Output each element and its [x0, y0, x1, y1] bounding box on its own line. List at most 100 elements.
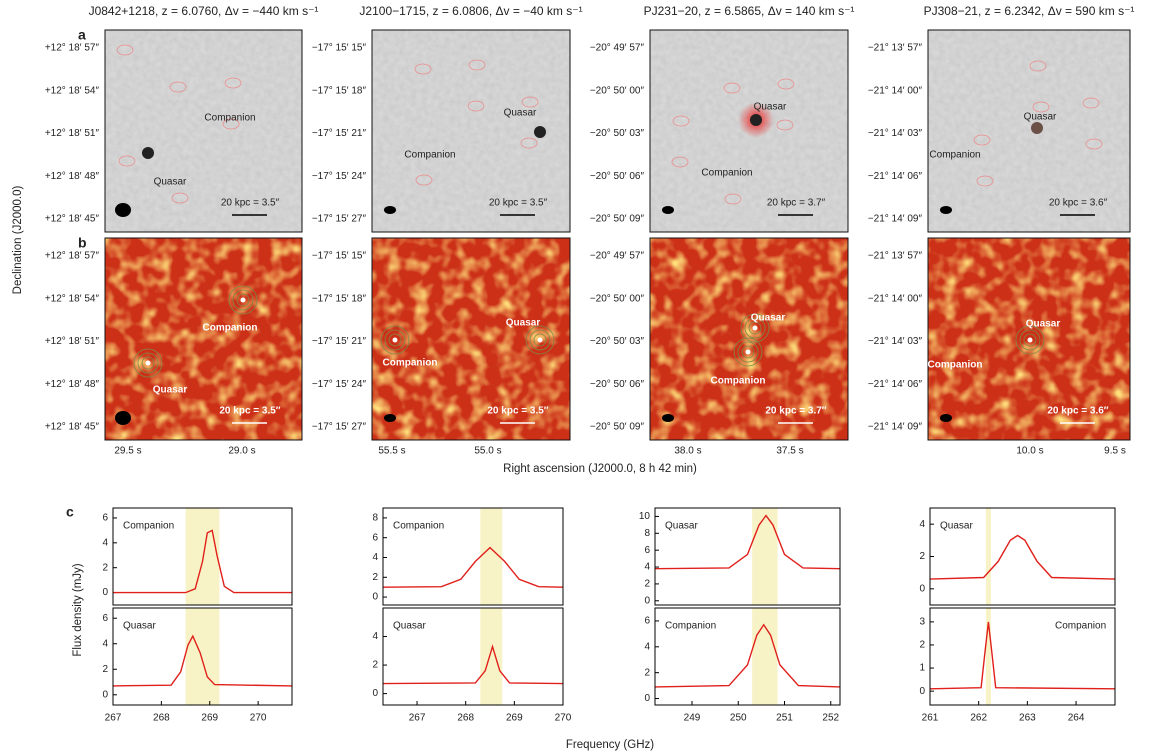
quasar-label: Quasar — [1024, 112, 1057, 123]
contour — [1023, 333, 1037, 347]
quasar-label: Quasar — [1026, 319, 1061, 330]
contour — [533, 333, 547, 347]
contour — [232, 289, 254, 311]
line-band — [985, 508, 991, 605]
contour — [737, 341, 759, 363]
companion-label: Companion — [404, 150, 455, 161]
spectrum-label: Companion — [393, 521, 444, 532]
panel-frame — [927, 237, 1131, 441]
y-tick-label: 8 — [644, 528, 650, 539]
spectrum-panel: 0 1 2 3 261 262 263 264 Companion — [919, 607, 1116, 724]
column-title: J0842+1218, z = 6.0760, Δv = −440 km s⁻¹ — [89, 4, 319, 18]
x-tick-label: 261 — [922, 713, 939, 724]
spectrum-frame — [654, 607, 841, 706]
spectrum-frame — [382, 507, 564, 606]
dec-tick-label: −21° 14′ 06″ — [868, 379, 923, 390]
y-tick-label: 2 — [644, 579, 650, 590]
contour — [671, 156, 689, 168]
spectrum-panel: 0 2 4 6 8 10 Quasar — [639, 507, 841, 606]
dec-tick-label: −17° 15′ 27″ — [312, 422, 367, 433]
spectrum-frame — [654, 507, 841, 606]
panel-frame — [649, 237, 849, 441]
y-tick-label: 6 — [372, 532, 378, 543]
contour — [236, 293, 250, 307]
source — [392, 337, 398, 343]
dec-tick-label: −20° 49′ 57″ — [590, 251, 645, 262]
companion-label: Companion — [204, 113, 255, 124]
spectrum-panel: 0 2 4 6 Companion — [102, 507, 293, 606]
scale-label: 20 kpc = 3.6″ — [1049, 198, 1108, 209]
line-band — [480, 508, 503, 605]
y-tick-label: 8 — [372, 513, 378, 524]
x-tick-label: 270 — [250, 713, 267, 724]
image-panel: 20 kpc = 3.6″ Quasar Companion — [927, 237, 1131, 441]
ra-tick-label: 29.5 s — [114, 446, 141, 457]
x-tick-label: 263 — [1019, 713, 1036, 724]
spectrum-label: Companion — [1055, 621, 1106, 632]
image-panel: 20 kpc = 3.5″ Quasar Companion — [371, 29, 571, 233]
contour — [171, 192, 189, 204]
spectrum-frame — [112, 607, 293, 706]
contour — [388, 333, 402, 347]
dec-tick-label: +12° 18′ 54″ — [45, 85, 100, 96]
contour — [384, 329, 406, 351]
dec-tick-label: +12° 18′ 51″ — [45, 336, 100, 347]
x-tick-label: 268 — [457, 713, 474, 724]
contour — [141, 356, 155, 370]
dec-tick-label: −20° 49′ 57″ — [590, 43, 645, 54]
panel-frame — [371, 237, 571, 441]
contour — [415, 174, 433, 186]
dec-tick-label: −20° 50′ 00″ — [590, 85, 645, 96]
contour — [741, 345, 755, 359]
contour — [414, 63, 432, 75]
scale-label: 20 kpc = 3.5″ — [221, 198, 280, 209]
column-title: J2100−1715, z = 6.0806, Δv = −40 km s⁻¹ — [359, 4, 582, 18]
column-title: PJ231−20, z = 6.5865, Δv = 140 km s⁻¹ — [644, 4, 855, 18]
panel-frame — [649, 29, 849, 233]
y-tick-label: 4 — [644, 562, 650, 573]
dec-tick-label: +12° 18′ 51″ — [45, 128, 100, 139]
column-title: PJ308−21, z = 6.2342, Δv = 590 km s⁻¹ — [924, 4, 1135, 18]
x-tick-label: 268 — [153, 713, 170, 724]
line-band — [752, 608, 778, 705]
companion-label: Companion — [701, 168, 752, 179]
dec-tick-label: −17° 15′ 15″ — [312, 251, 367, 262]
source — [537, 337, 543, 343]
dec-tick-label: −21° 14′ 09″ — [868, 422, 923, 433]
line-band — [480, 608, 503, 705]
source — [145, 360, 151, 366]
x-tick-label: 262 — [970, 713, 987, 724]
dec-tick-label: −20° 50′ 03″ — [590, 128, 645, 139]
contour — [1015, 325, 1045, 355]
panel-label: b — [78, 235, 87, 251]
spectrum-panel: 0 2 4 Quasar — [919, 507, 1116, 606]
source — [142, 147, 154, 159]
panel-frame — [104, 237, 303, 441]
freq-label: Frequency (GHz) — [566, 739, 654, 751]
contour — [740, 313, 770, 343]
ra-tick-label: 37.5 s — [776, 446, 803, 457]
companion-label: Companion — [928, 360, 983, 371]
source — [240, 297, 246, 303]
dec-tick-label: −20° 50′ 09″ — [590, 422, 645, 433]
dec-tick-label: −21° 14′ 03″ — [868, 128, 923, 139]
dec-tick-label: −20° 50′ 09″ — [590, 214, 645, 225]
y-tick-label: 10 — [639, 511, 651, 522]
source — [1031, 122, 1043, 134]
contour — [777, 78, 795, 90]
beam — [384, 206, 396, 214]
source — [534, 126, 546, 138]
dec-tick-label: +12° 18′ 48″ — [45, 171, 100, 182]
spectrum-label: Companion — [123, 521, 174, 532]
y-tick-label: 4 — [372, 552, 378, 563]
y-tick-label: 4 — [102, 638, 108, 649]
beam — [662, 206, 674, 214]
companion-label: Companion — [929, 150, 980, 161]
ra-label: Right ascension (J2000.0, 8 h 42 min) — [503, 463, 697, 475]
fit-line — [654, 623, 841, 688]
companion-label: Companion — [711, 376, 766, 387]
spectrum-label: Quasar — [123, 621, 156, 632]
dec-tick-label: −20° 50′ 03″ — [590, 336, 645, 347]
line-band — [752, 508, 778, 605]
contour — [724, 193, 742, 205]
